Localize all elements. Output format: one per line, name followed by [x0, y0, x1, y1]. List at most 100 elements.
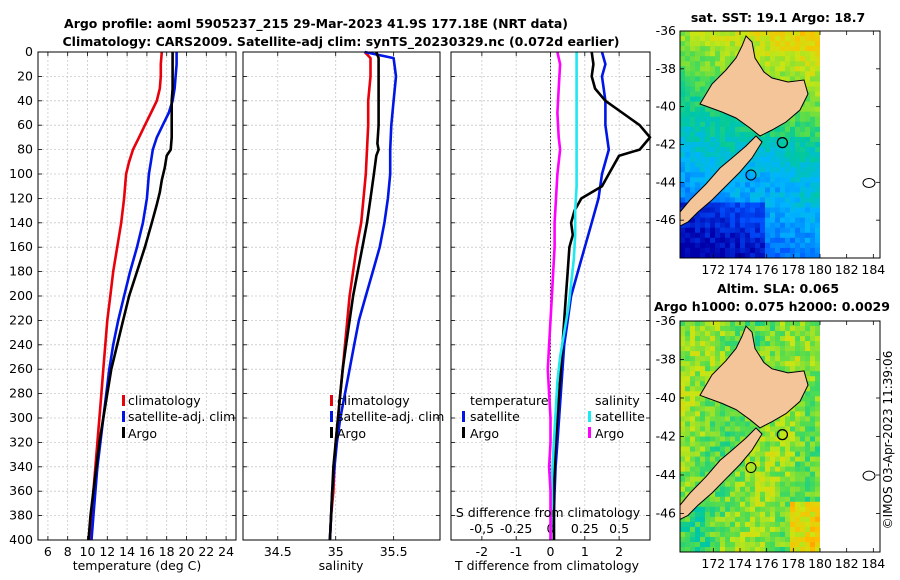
map-cell [760, 242, 766, 249]
map-cell [790, 131, 796, 138]
map-cell [750, 536, 756, 543]
map-cell [725, 136, 731, 143]
map-cell [760, 466, 766, 473]
map-cell [775, 177, 781, 183]
map-cell [765, 177, 771, 183]
map-cell [795, 421, 801, 428]
map-cell [745, 496, 751, 503]
map-cell [730, 501, 736, 508]
map-cell [815, 406, 820, 412]
map-cell [760, 526, 766, 533]
map-cell [800, 36, 806, 42]
map-cell [815, 91, 820, 98]
map-cell [785, 456, 791, 463]
map-cell [805, 361, 811, 367]
map-cell [790, 207, 796, 214]
map-cell [700, 141, 706, 148]
map-cell [690, 91, 696, 98]
map-cell [780, 167, 786, 173]
map-cell [685, 182, 691, 188]
map-cell [765, 426, 771, 433]
map-cell [785, 331, 791, 337]
map-cell [795, 366, 801, 372]
map-cell [810, 106, 816, 113]
y-tick-label: 220 [9, 312, 33, 327]
map-cell [685, 177, 691, 183]
map-cell [690, 441, 696, 448]
map-cell [795, 131, 801, 138]
map-cell [795, 232, 801, 239]
map-cell [800, 141, 806, 148]
map-cell [705, 406, 711, 412]
map-cell [700, 46, 706, 52]
map-cell [805, 376, 811, 382]
map-cell [810, 411, 816, 418]
map-cell [810, 247, 816, 254]
map-cell [815, 496, 820, 503]
map-cell [695, 341, 701, 347]
y-tick-label: 0 [25, 44, 33, 59]
map-cell [735, 476, 741, 483]
map-cell [735, 242, 741, 249]
map-cell [755, 461, 761, 468]
map-cell [805, 56, 811, 62]
map-cell [685, 451, 691, 458]
map-cell [755, 227, 761, 234]
map-cell [735, 506, 741, 513]
map-cell [755, 187, 761, 194]
map-cell [800, 506, 806, 513]
map-cell [730, 436, 736, 443]
map-cell [685, 81, 691, 88]
map-cell [750, 541, 756, 548]
map-cell [705, 326, 711, 332]
map-cell [790, 546, 796, 552]
map-cell [700, 541, 706, 548]
map-cell [785, 141, 791, 148]
map-cell [770, 436, 776, 443]
series-line-argo [87, 52, 174, 541]
map-cell [725, 131, 731, 138]
legend-swatch-satellite [122, 411, 125, 422]
legend-swatch-argo [330, 427, 333, 438]
map-cell [705, 426, 711, 433]
y-tick-label: 200 [9, 288, 33, 303]
map-cell [785, 131, 791, 138]
map-cell [800, 336, 806, 342]
map-cell [680, 202, 686, 209]
map-cell [770, 192, 776, 199]
map-cell [725, 141, 731, 148]
map-cell [805, 101, 811, 108]
map-cell [715, 346, 721, 352]
map-cell [805, 546, 811, 552]
map-cell [685, 331, 691, 337]
map-cell [780, 531, 786, 538]
map-cell [805, 356, 811, 362]
map-cell [805, 501, 811, 508]
map-cell [745, 541, 751, 548]
map-cell [785, 526, 791, 533]
legend-label-sal-argo: Argo [595, 426, 624, 441]
map-cell [750, 486, 756, 493]
map-cell [795, 167, 801, 173]
map-cell [750, 237, 756, 244]
map-cell [755, 252, 761, 258]
map-cell [680, 61, 686, 67]
x-tick-label: -2 [476, 544, 488, 559]
map-cell [735, 521, 741, 528]
map-cell [785, 466, 791, 473]
map-cell [680, 252, 686, 258]
salinity-legend: climatology satellite-adj. clim Argo [330, 393, 444, 441]
map-cell [690, 371, 696, 377]
map-cell [705, 531, 711, 538]
map-cell [680, 481, 686, 488]
map-cell [700, 506, 706, 513]
map-cell [680, 172, 686, 178]
map-cell [690, 511, 696, 518]
map-cell [680, 167, 686, 173]
map-cell [715, 401, 721, 407]
map-cell [810, 242, 816, 249]
map-cell [790, 66, 796, 72]
map-cell [745, 202, 751, 209]
map-cell [695, 51, 701, 57]
map-cell [800, 126, 806, 133]
